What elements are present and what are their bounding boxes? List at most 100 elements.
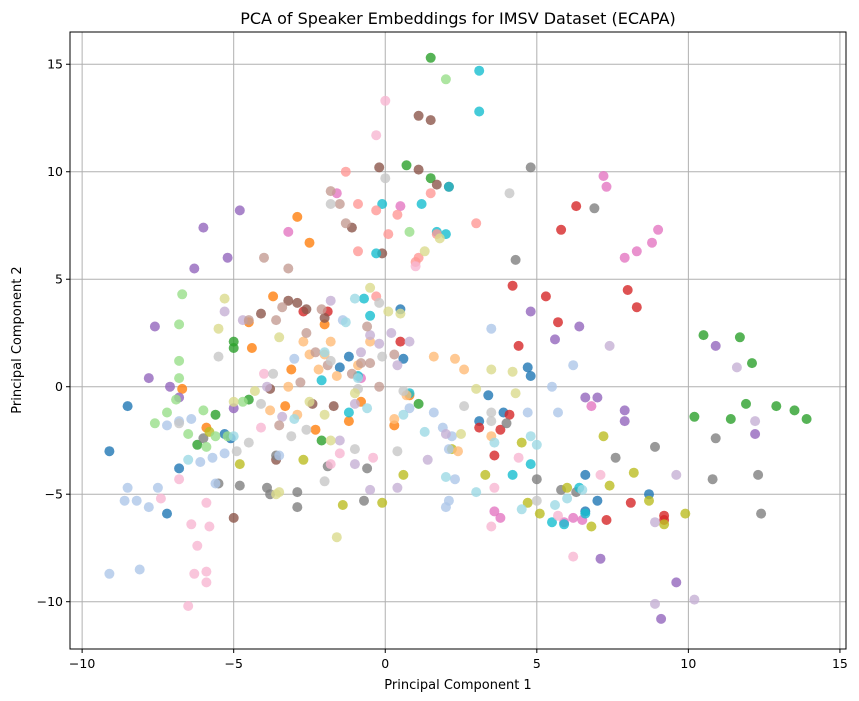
scatter-point	[334, 199, 345, 209]
scatter-point	[419, 426, 430, 437]
scatter-point	[413, 110, 424, 121]
scatter-point	[647, 237, 657, 248]
scatter-point	[734, 332, 745, 343]
scatter-point	[259, 368, 269, 379]
scatter-point	[334, 362, 345, 373]
scatter-point	[359, 293, 369, 304]
scatter-point	[610, 452, 621, 463]
scatter-point	[513, 340, 524, 351]
scatter-point	[389, 414, 400, 424]
scatter-point	[198, 433, 209, 444]
scatter-point	[356, 347, 366, 358]
scatter-point	[377, 351, 388, 362]
chart-title: PCA of Speaker Embeddings for IMSV Datas…	[240, 9, 676, 28]
scatter-point	[331, 371, 342, 381]
x-tick-label: 0	[381, 656, 389, 671]
scatter-point	[298, 336, 309, 347]
scatter-point	[246, 343, 257, 353]
scatter-point	[619, 252, 630, 263]
scatter-point	[301, 304, 312, 315]
scatter-point	[398, 409, 409, 420]
scatter-point	[522, 407, 533, 418]
scatter-point	[747, 358, 757, 369]
y-tick-label: −10	[37, 594, 63, 609]
scatter-point	[304, 237, 315, 248]
scatter-point	[274, 487, 285, 498]
scatter-point	[152, 482, 163, 493]
scatter-point	[201, 497, 212, 508]
scatter-point	[580, 392, 591, 403]
scatter-point	[419, 246, 430, 257]
scatter-series	[155, 95, 606, 611]
scatter-point	[171, 394, 182, 405]
scatter-point	[753, 469, 764, 480]
scatter-point	[525, 431, 536, 442]
scatter-point	[413, 398, 424, 409]
scatter-point	[134, 564, 145, 575]
scatter-point	[425, 115, 436, 126]
scatter-series	[177, 211, 415, 435]
scatter-point	[292, 502, 303, 513]
scatter-point	[710, 433, 721, 444]
scatter-point	[559, 519, 570, 530]
scatter-point	[731, 362, 742, 373]
scatter-series	[149, 74, 451, 452]
x-axis-label: Principal Component 1	[384, 678, 531, 693]
scatter-point	[589, 203, 600, 214]
x-tick-label: 5	[533, 656, 541, 671]
scatter-point	[671, 469, 682, 480]
scatter-point	[680, 508, 691, 519]
scatter-point	[422, 454, 433, 465]
scatter-point	[550, 500, 560, 510]
scatter-point	[325, 199, 336, 209]
scatter-point	[534, 508, 545, 519]
scatter-point	[550, 334, 560, 345]
scatter-point	[513, 452, 524, 463]
scatter-point	[547, 381, 557, 392]
scatter-point	[365, 358, 376, 369]
scatter-point	[295, 377, 306, 388]
scatter-point	[198, 222, 209, 233]
scatter-point	[522, 362, 533, 373]
scatter-point	[631, 246, 642, 257]
scatter-point	[371, 248, 382, 259]
scatter-point	[174, 319, 185, 330]
scatter-point	[440, 502, 451, 513]
scatter-point	[222, 252, 233, 263]
scatter-point	[271, 315, 282, 326]
scatter-point	[186, 414, 197, 424]
scatter-point	[353, 246, 363, 257]
scatter-point	[395, 336, 406, 347]
scatter-point	[207, 452, 218, 463]
scatter-point	[331, 532, 342, 543]
scatter-point	[440, 472, 451, 482]
scatter-series	[183, 293, 588, 515]
scatter-point	[149, 321, 160, 332]
scatter-point	[298, 454, 309, 465]
scatter-point	[531, 474, 542, 485]
scatter-point	[580, 508, 591, 519]
scatter-point	[349, 459, 360, 470]
scatter-point	[292, 297, 303, 308]
scatter-point	[201, 577, 212, 588]
scatter-point	[325, 435, 336, 446]
scatter-point	[174, 463, 185, 474]
scatter-point	[286, 364, 297, 375]
scatter-point	[480, 469, 491, 480]
scatter-point	[510, 388, 521, 399]
scatter-point	[316, 435, 327, 446]
scatter-point	[656, 613, 667, 624]
scatter-point	[122, 482, 133, 493]
scatter-point	[198, 405, 209, 416]
scatter-point	[474, 65, 485, 76]
scatter-point	[283, 226, 294, 237]
scatter-point	[189, 263, 200, 274]
scatter-point	[374, 162, 385, 173]
scatter-point	[540, 291, 551, 302]
scatter-point	[374, 338, 385, 349]
scatter-point	[131, 495, 142, 506]
scatter-point	[231, 446, 242, 457]
scatter-point	[262, 381, 272, 392]
y-tick-label: 0	[55, 379, 63, 394]
scatter-point	[334, 435, 345, 446]
